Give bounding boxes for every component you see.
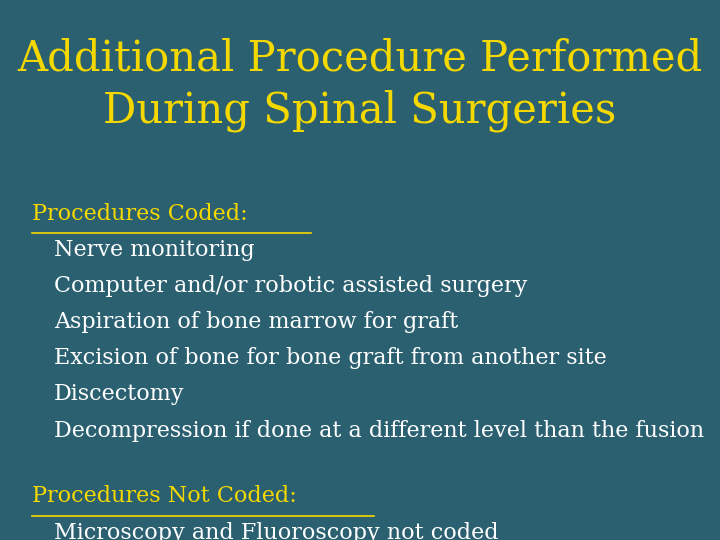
Text: Microscopy and Fluoroscopy not coded: Microscopy and Fluoroscopy not coded — [54, 522, 499, 540]
Text: Nerve monitoring: Nerve monitoring — [54, 239, 255, 261]
Text: Procedures Coded:: Procedures Coded: — [32, 202, 248, 225]
Text: Computer and/or robotic assisted surgery: Computer and/or robotic assisted surgery — [54, 275, 527, 297]
Text: Aspiration of bone marrow for graft: Aspiration of bone marrow for graft — [54, 311, 458, 333]
Text: Additional Procedure Performed
During Spinal Surgeries: Additional Procedure Performed During Sp… — [17, 38, 703, 132]
Text: Decompression if done at a different level than the fusion: Decompression if done at a different lev… — [54, 420, 704, 442]
Text: Discectomy: Discectomy — [54, 383, 184, 406]
Text: Excision of bone for bone graft from another site: Excision of bone for bone graft from ano… — [54, 347, 607, 369]
Text: Procedures Not Coded:: Procedures Not Coded: — [32, 485, 297, 508]
